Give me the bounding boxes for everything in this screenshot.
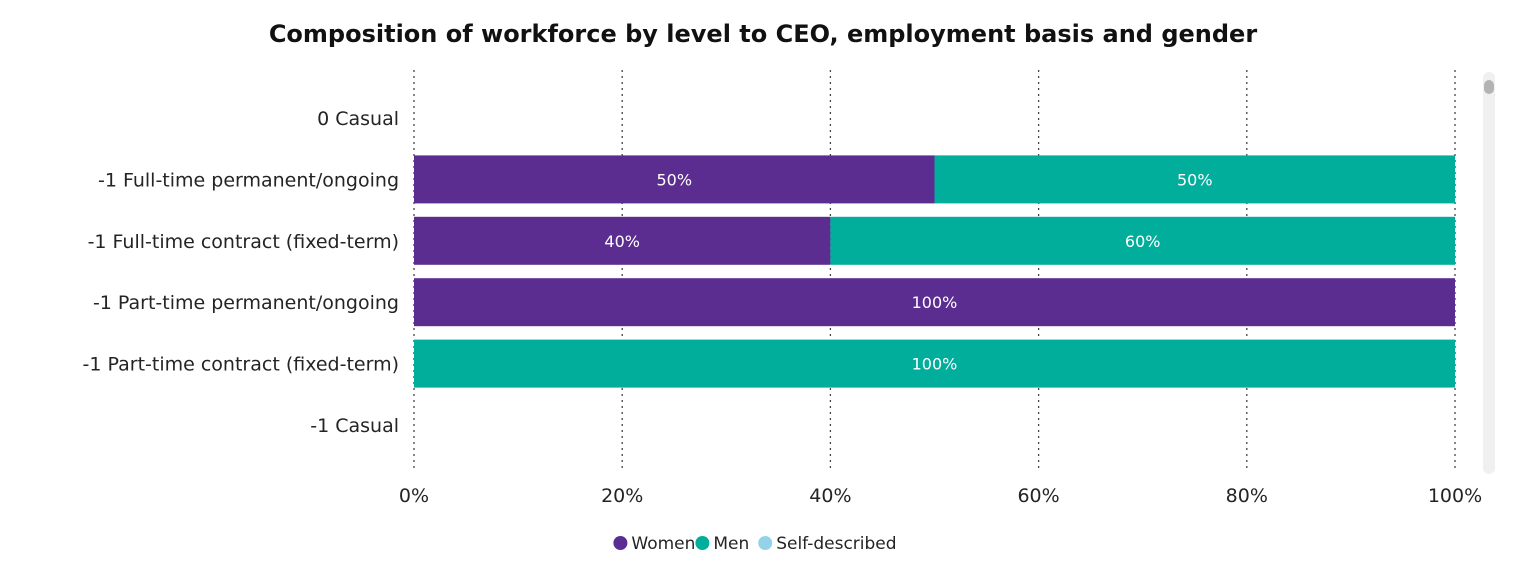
value-axis: 0% 20% 40% 60% 80% 100% (399, 485, 1482, 507)
chart-title: Composition of workforce by level to CEO… (269, 20, 1258, 48)
category-label: -1 Full-time permanent/ongoing (98, 169, 399, 191)
legend-label-women[interactable]: Women (631, 534, 695, 554)
data-labels: 50% 50% 40% 60% 100% 100% (604, 170, 1212, 373)
data-label: 40% (604, 232, 640, 251)
x-tick-label: 60% (1017, 485, 1059, 507)
bar-women[interactable] (414, 155, 935, 204)
bar-women[interactable] (414, 216, 831, 265)
data-label: 50% (1177, 170, 1213, 189)
x-tick-label: 80% (1226, 485, 1268, 507)
legend: Women Men Self-described (613, 534, 897, 554)
legend-marker-self-described[interactable] (758, 536, 773, 550)
x-tick-label: 100% (1428, 485, 1482, 507)
category-label: -1 Casual (310, 415, 399, 437)
legend-marker-women[interactable] (613, 536, 628, 550)
bar-women[interactable] (414, 278, 1455, 327)
x-tick-label: 0% (399, 485, 429, 507)
x-tick-label: 20% (601, 485, 643, 507)
category-label: 0 Casual (317, 108, 399, 130)
data-label: 100% (912, 355, 958, 374)
scrollbar[interactable] (1483, 72, 1495, 474)
x-tick-label: 40% (809, 485, 851, 507)
category-axis: 0 Casual -1 Full-time permanent/ongoing -1… (83, 108, 399, 437)
bars (414, 155, 1456, 388)
scrollbar-thumb[interactable] (1484, 80, 1494, 94)
legend-marker-men[interactable] (695, 536, 710, 550)
legend-label-men[interactable]: Men (713, 534, 749, 554)
data-label: 100% (912, 293, 958, 312)
gridlines (413, 70, 1456, 472)
category-label: -1 Part-time contract (fixed-term) (83, 354, 399, 376)
bar-men[interactable] (830, 216, 1455, 265)
legend-label-self-described[interactable]: Self-described (776, 534, 896, 554)
scrollbar-track[interactable] (1483, 72, 1495, 474)
data-label: 60% (1125, 232, 1161, 251)
category-label: -1 Part-time permanent/ongoing (93, 292, 399, 314)
category-label: -1 Full-time contract (fixed-term) (88, 231, 399, 253)
data-label: 50% (656, 170, 692, 189)
bar-men[interactable] (934, 155, 1456, 204)
bar-men[interactable] (414, 339, 1455, 388)
